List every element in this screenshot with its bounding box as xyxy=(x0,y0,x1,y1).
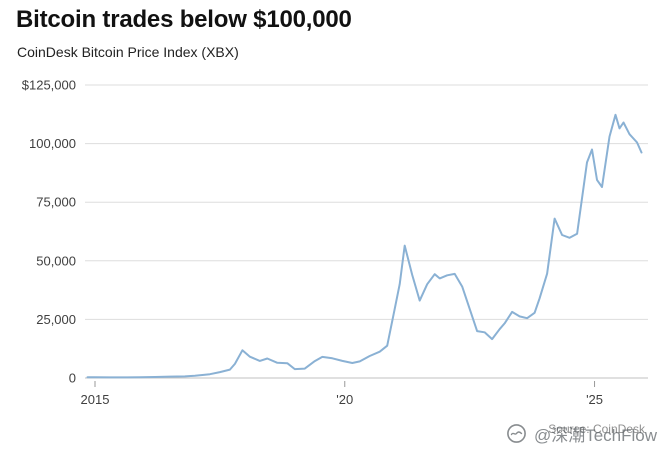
y-axis-labels: $125,000 100,000 75,000 50,000 25,000 0 xyxy=(22,78,76,386)
x-axis-ticks xyxy=(94,381,596,387)
watermark-logo-icon xyxy=(506,423,527,444)
y-tick-label: 25,000 xyxy=(36,312,76,327)
x-tick-label: '20 xyxy=(336,392,353,407)
bitcoin-price-line-chart: $125,000 100,000 75,000 50,000 25,000 0 2015 '2… xyxy=(22,78,648,407)
x-tick-label: 2015 xyxy=(81,392,110,407)
x-axis-labels: 2015 '20 '25 xyxy=(81,392,603,407)
y-tick-label: $125,000 xyxy=(22,78,76,93)
x-tick-label: '25 xyxy=(586,392,603,407)
source-label: Source: CoinDesk xyxy=(548,422,645,436)
y-tick-label: 100,000 xyxy=(29,136,76,151)
gridlines xyxy=(85,84,648,379)
y-tick-label: 0 xyxy=(69,371,76,386)
chart-subtitle: CoinDesk Bitcoin Price Index (XBX) xyxy=(17,44,239,60)
chart-title: Bitcoin trades below $100,000 xyxy=(16,6,352,33)
y-tick-label: 75,000 xyxy=(36,195,76,210)
price-line xyxy=(86,113,643,379)
y-tick-label: 50,000 xyxy=(36,253,76,268)
